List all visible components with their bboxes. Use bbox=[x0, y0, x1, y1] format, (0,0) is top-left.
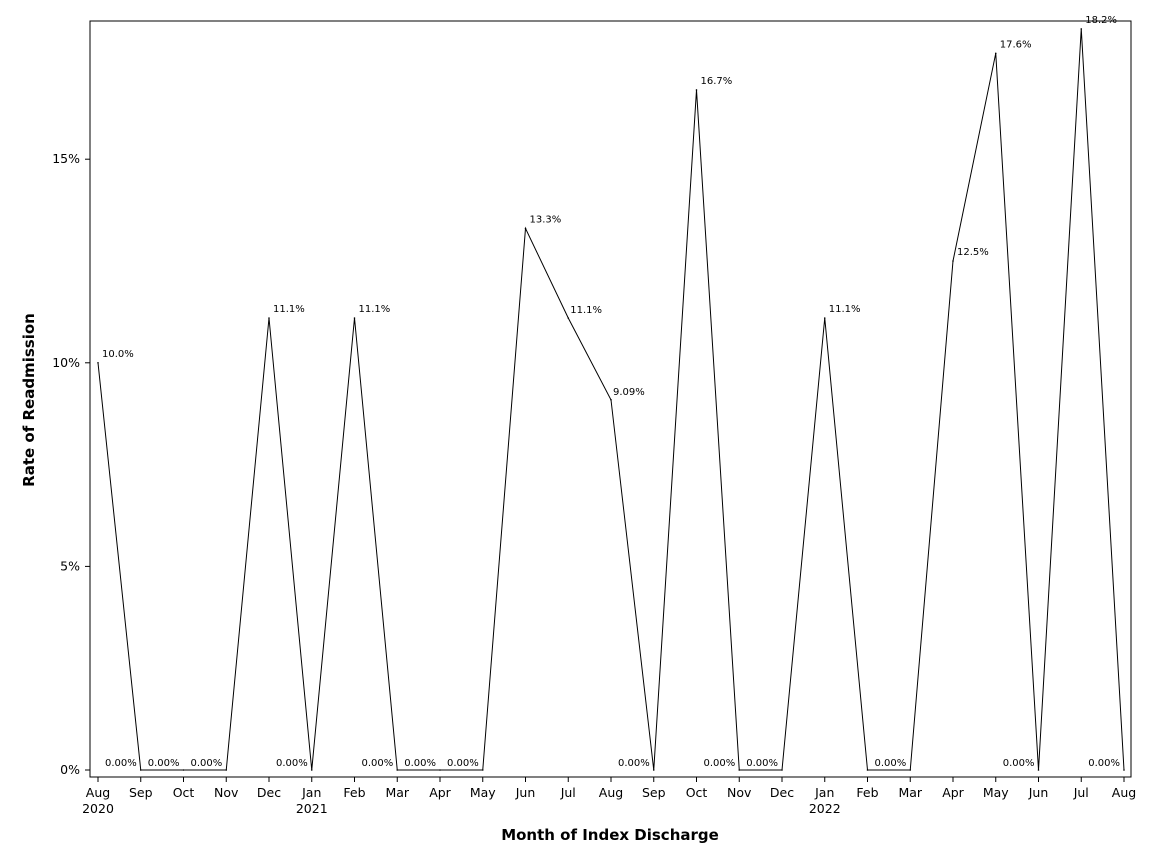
data-label: 16.7% bbox=[701, 76, 733, 87]
x-tick-label: Nov bbox=[727, 785, 752, 800]
x-tick-label: Dec bbox=[770, 785, 794, 800]
data-point bbox=[268, 317, 270, 319]
data-label: 0.00% bbox=[276, 758, 308, 769]
x-tick-label: Feb bbox=[856, 785, 878, 800]
data-point bbox=[353, 317, 356, 319]
data-label: 0.00% bbox=[1088, 758, 1120, 769]
x-axis: Aug Sep Oct Nov Dec Jan Feb Mar Apr May Jun Jul Aug S… bbox=[82, 777, 1136, 816]
x-tick-label: Apr bbox=[942, 785, 964, 800]
data-point bbox=[952, 260, 954, 262]
x-axis-title: Month of Index Discharge bbox=[501, 826, 719, 844]
data-point bbox=[652, 769, 655, 771]
data-label: 17.6% bbox=[1000, 39, 1032, 50]
data-point bbox=[225, 769, 228, 771]
y-tick-label: 5% bbox=[60, 558, 80, 573]
data-point bbox=[1080, 28, 1083, 30]
x-year-label: 2020 bbox=[82, 801, 114, 816]
data-label: 12.5% bbox=[957, 247, 989, 258]
data-point bbox=[866, 769, 869, 771]
y-axis-title: Rate of Readmission bbox=[20, 313, 38, 487]
data-label: 0.00% bbox=[703, 758, 735, 769]
data-label: 0.00% bbox=[361, 758, 393, 769]
data-label: 10.0% bbox=[102, 349, 134, 360]
series-group bbox=[97, 28, 1125, 771]
x-tick-label: Jul bbox=[560, 785, 576, 800]
data-label: 11.1% bbox=[359, 304, 391, 315]
x-tick-label: Dec bbox=[257, 785, 281, 800]
x-tick-label: Aug bbox=[1112, 785, 1136, 800]
data-point bbox=[439, 769, 441, 771]
data-point bbox=[909, 769, 912, 771]
x-tick-label: Oct bbox=[686, 785, 708, 800]
data-point bbox=[1123, 769, 1125, 771]
data-label: 0.00% bbox=[105, 758, 137, 769]
data-point bbox=[524, 227, 527, 230]
data-point bbox=[610, 399, 612, 401]
data-labels: 10.0% 0.00% 0.00% 0.00% 11.1% 0.00% 11.1% 0.00%… bbox=[102, 15, 1120, 769]
x-tick-label: Apr bbox=[429, 785, 451, 800]
data-point bbox=[1037, 769, 1040, 771]
data-point bbox=[481, 769, 484, 771]
x-tick-label: Oct bbox=[173, 785, 195, 800]
x-tick-label: Jul bbox=[1073, 785, 1089, 800]
x-tick-label: Mar bbox=[898, 785, 922, 800]
x-year-label: 2021 bbox=[296, 801, 328, 816]
data-label: 0.00% bbox=[148, 758, 180, 769]
data-point bbox=[97, 362, 99, 364]
y-tick-label: 10% bbox=[52, 355, 80, 370]
data-label: 18.2% bbox=[1085, 15, 1117, 26]
data-point bbox=[567, 317, 570, 319]
data-point bbox=[139, 769, 142, 771]
x-tick-label: Nov bbox=[214, 785, 239, 800]
data-point bbox=[310, 769, 313, 771]
x-year-label: 2022 bbox=[809, 801, 841, 816]
y-tick-label: 15% bbox=[52, 151, 80, 166]
data-label: 0.00% bbox=[404, 758, 436, 769]
x-tick-label: Sep bbox=[642, 785, 666, 800]
data-point bbox=[396, 769, 399, 771]
x-tick-label: Aug bbox=[599, 785, 623, 800]
data-label: 9.09% bbox=[613, 387, 645, 398]
y-tick-label: 0% bbox=[60, 762, 80, 777]
data-point bbox=[738, 769, 741, 771]
data-label: 0.00% bbox=[746, 758, 778, 769]
data-point bbox=[823, 317, 826, 319]
data-label: 0.00% bbox=[618, 758, 650, 769]
data-point bbox=[182, 769, 185, 771]
x-tick-label: Sep bbox=[129, 785, 153, 800]
data-label: 0.00% bbox=[874, 758, 906, 769]
data-point bbox=[994, 52, 997, 55]
data-label: 0.00% bbox=[447, 758, 479, 769]
x-tick-label: Jan bbox=[301, 785, 321, 800]
x-tick-label: May bbox=[470, 785, 496, 800]
data-label: 11.1% bbox=[273, 304, 305, 315]
data-point bbox=[695, 89, 698, 91]
x-tick-label: Jun bbox=[515, 785, 536, 800]
data-label: 0.00% bbox=[190, 758, 222, 769]
x-tick-label: Aug bbox=[86, 785, 110, 800]
data-label: 13.3% bbox=[530, 214, 562, 225]
data-label: 0.00% bbox=[1003, 758, 1035, 769]
data-label: 11.1% bbox=[829, 304, 861, 315]
x-tick-label: May bbox=[983, 785, 1009, 800]
data-point bbox=[781, 769, 783, 771]
x-tick-label: Feb bbox=[343, 785, 365, 800]
y-axis: 0% 5% 10% 15% bbox=[52, 151, 90, 777]
x-tick-label: Jun bbox=[1028, 785, 1049, 800]
x-tick-label: Jan bbox=[814, 785, 834, 800]
data-label: 11.1% bbox=[570, 305, 602, 316]
x-tick-label: Mar bbox=[385, 785, 409, 800]
